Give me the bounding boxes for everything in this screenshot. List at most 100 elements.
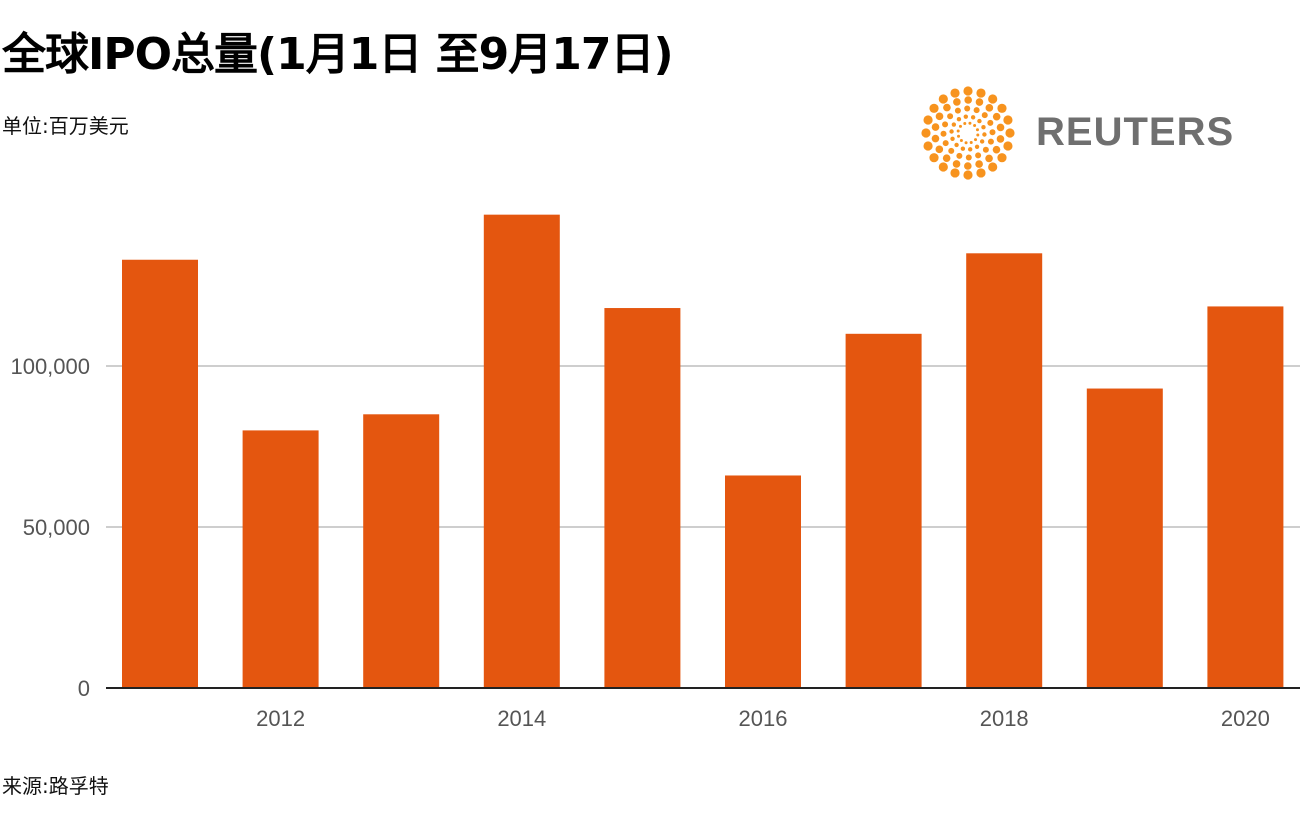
logo-dot [976,168,986,178]
bar-2012 [242,430,319,688]
logo-dot [974,138,978,142]
axes: 0 50,000 100,000 2012 2014 2016 2018 2020 [10,354,1300,731]
x-tick-label: 2016 [739,706,788,731]
logo-dot [942,140,949,147]
unit-label: 单位:百万美元 [2,114,129,138]
logo-dot [969,140,973,144]
logo-dot [975,160,983,168]
logo-dot [996,135,1005,143]
source-note: 来源:路孚特 [2,774,109,798]
logo-dot [935,112,944,121]
y-tick-label: 50,000 [23,515,90,540]
logo-dot [949,129,954,134]
logo-dot [975,152,982,159]
logo-dot [942,154,951,162]
logo-dot [970,115,976,120]
y-tick-label: 0 [78,676,90,701]
logo-dot [938,162,948,172]
logo-dot [975,128,979,132]
logo-dot [964,96,972,104]
logo-dot [963,114,969,119]
logo-dot [976,88,986,98]
reuters-logo: REUTERS [918,86,1248,182]
bar-2014 [483,214,560,688]
logo-dot [976,133,980,137]
logo-dot [997,153,1007,163]
y-tick-label: 100,000 [10,354,90,379]
logo-dot [977,118,982,124]
logo-dot [950,168,960,178]
logo-dot [947,113,954,120]
logo-dot [929,103,939,113]
logo-dot [948,147,955,154]
logo-dot [943,103,951,112]
logo-dot [959,139,963,143]
logo-dot [1003,141,1013,151]
logo-dot [964,105,971,112]
logo-dot [960,146,966,151]
bars [122,214,1284,689]
logo-dot [985,104,994,112]
logo-dot [956,117,962,122]
logo-dot [965,154,972,161]
logo-dot [989,129,996,136]
logo-dot [953,98,961,106]
logo-dot [985,154,993,163]
logo-dot [982,146,989,153]
logo-dot [942,121,949,128]
logo-dot [973,107,980,114]
logo-dot [931,123,940,131]
logo-dot [964,141,968,145]
logo-dot [957,134,961,138]
logo-dot [992,112,1001,121]
logo-dot [982,132,987,137]
bar-2013 [363,414,440,688]
logo-dot [952,160,961,168]
bar-2020 [1207,306,1284,688]
logo-text: REUTERS [1036,110,1235,154]
logo-dot [923,141,933,151]
logo-dot [956,152,963,159]
logo-dot [935,145,944,154]
logo-dot [968,121,972,125]
logo-dot [964,162,972,170]
logo-dot [996,123,1005,132]
logo-dot [979,139,985,144]
logo-dot [981,125,986,130]
logo-dot [975,98,984,106]
logo-dot [958,124,962,128]
bar-2019 [1086,388,1163,688]
logo-dot [950,88,960,98]
logo-dot [956,129,960,133]
bar-2011 [122,259,198,688]
logo-dot [950,136,955,141]
logo-dot [988,94,998,104]
logo-dot [963,86,973,96]
logo-dot [963,122,967,126]
bar-2018 [966,253,1043,689]
logo-dot [987,138,994,145]
logo-dot [931,134,940,143]
logo-dot [973,123,977,127]
chart-title: 全球IPO总量(1月1日 至9月17日) [2,29,674,80]
logo-dot [921,128,931,138]
bar-2016 [725,475,801,688]
logo-dot [954,107,961,114]
x-tick-label: 2014 [497,706,546,731]
logo-dot [940,130,947,137]
reuters-dot-ring-icon [921,86,1015,180]
x-tick-label: 2020 [1221,706,1270,731]
logo-dot [997,103,1007,113]
logo-dot [988,162,998,172]
logo-dot [981,112,988,119]
x-tick-label: 2012 [256,706,305,731]
logo-dot [951,122,957,127]
x-tick-label: 2018 [980,706,1029,731]
logo-dot [1003,115,1013,125]
bar-2017 [845,333,922,688]
bar-2015 [604,308,681,688]
logo-dot [967,147,973,152]
logo-dot [992,145,1001,154]
